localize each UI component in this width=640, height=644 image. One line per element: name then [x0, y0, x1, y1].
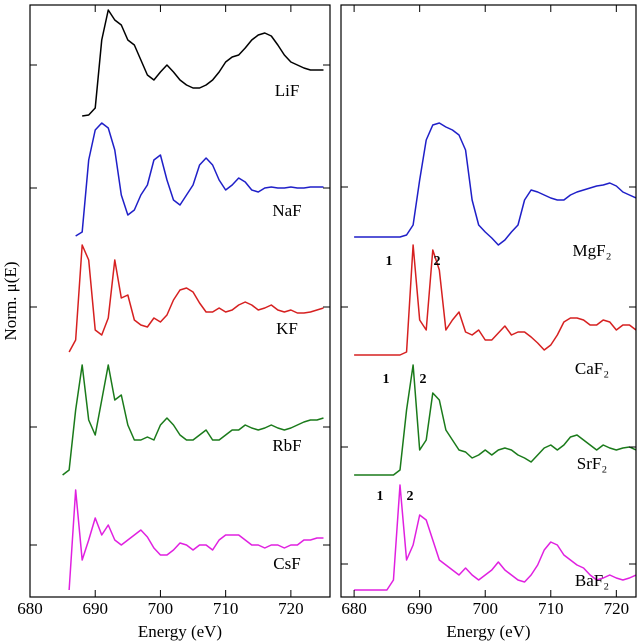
peak-label: 2	[407, 489, 414, 504]
series-label: SrF₂	[577, 454, 608, 473]
series-label: CaF₂	[575, 359, 609, 378]
x-tick-label: 680	[341, 599, 367, 618]
plot-area	[354, 122, 636, 591]
x-tick-label: 700	[148, 599, 174, 618]
peak-label: 1	[386, 254, 393, 269]
spectrum-line	[354, 122, 636, 246]
spectrum-line	[75, 122, 324, 237]
series-label: NaF	[272, 201, 301, 220]
series-label: RbF	[272, 436, 301, 455]
plot-frame	[29, 4, 331, 598]
x-tick-label: 690	[82, 599, 108, 618]
x-tick-label: 720	[278, 599, 304, 618]
series-label: KF	[276, 319, 298, 338]
x-tick-label: 710	[538, 599, 564, 618]
y-axis-label: Norm. μ(E)	[1, 262, 20, 341]
spectrum-line	[354, 484, 636, 591]
x-tick-label: 680	[17, 599, 43, 618]
spectrum-line	[62, 364, 324, 476]
series-label: LiF	[275, 81, 300, 100]
plot-frame	[340, 4, 637, 598]
series-label: CsF	[273, 554, 300, 573]
spectrum-line	[82, 9, 324, 117]
series-label: MgF₂	[573, 241, 612, 260]
x-axis-label: Energy (eV)	[138, 622, 222, 641]
x-tick-label: 700	[472, 599, 498, 618]
peak-label: 1	[377, 489, 384, 504]
spectrum-line	[354, 364, 636, 476]
plot-area	[62, 9, 324, 591]
x-tick-label: 720	[604, 599, 630, 618]
peak-label: 2	[434, 254, 441, 269]
series-label: BaF₂	[575, 571, 609, 590]
x-tick-label: 690	[407, 599, 433, 618]
x-axis-label: Energy (eV)	[446, 622, 530, 641]
spectrum-line	[354, 244, 636, 356]
peak-label: 1	[383, 372, 390, 387]
x-tick-label: 710	[213, 599, 239, 618]
spectrum-line	[68, 244, 324, 353]
peak-label: 2	[420, 372, 427, 387]
spectrum-line	[68, 489, 324, 591]
